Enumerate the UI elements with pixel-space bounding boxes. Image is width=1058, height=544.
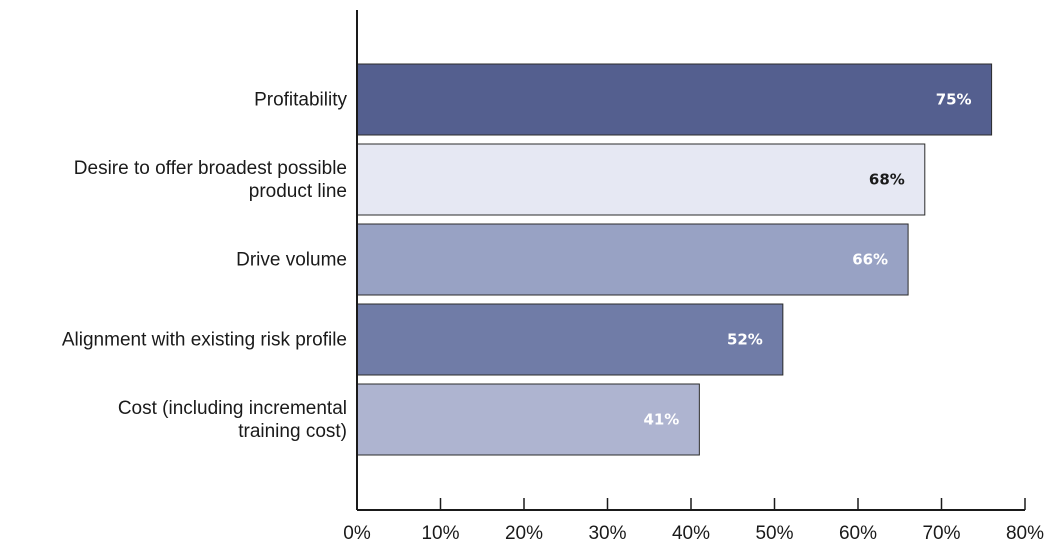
data-label-1: 75% <box>936 91 972 109</box>
category-label-5-line-2: training cost) <box>238 421 347 442</box>
bar-3 <box>356 223 909 296</box>
x-tick-label-6: 50% <box>755 523 793 544</box>
category-labels: Profitability Desire to offer broadest po… <box>62 90 348 443</box>
bar-2 <box>356 143 926 216</box>
bars-layer: 75% 68% 66% 52% 41% <box>356 63 993 456</box>
category-label-1: Profitability <box>254 90 347 111</box>
category-label-5-line-1: Cost (including incremental <box>118 398 347 419</box>
data-label-3: 66% <box>852 251 888 269</box>
data-label-2: 68% <box>869 171 905 189</box>
x-tick-label-3: 20% <box>505 523 543 544</box>
data-label-5: 41% <box>643 411 679 429</box>
x-tick-label-5: 40% <box>672 523 710 544</box>
x-tick-label-1: 0% <box>343 523 371 544</box>
bar-1 <box>356 63 993 136</box>
category-label-4: Alignment with existing risk profile <box>62 330 347 351</box>
category-label-2-line-2: product line <box>249 181 347 202</box>
x-tick-label-9: 80% <box>1006 523 1044 544</box>
bar-5 <box>356 383 700 456</box>
category-label-3: Drive volume <box>236 250 347 271</box>
x-tick-label-8: 70% <box>922 523 960 544</box>
x-axis-ticks: 0% 10% 20% 30% 40% 50% 60% 70% 80% <box>343 498 1044 544</box>
x-tick-label-4: 30% <box>588 523 626 544</box>
x-tick-label-2: 10% <box>421 523 459 544</box>
category-label-2-line-1: Desire to offer broadest possible <box>74 158 347 179</box>
data-label-4: 52% <box>727 331 763 349</box>
x-tick-label-7: 60% <box>839 523 877 544</box>
bar-4 <box>356 303 784 376</box>
